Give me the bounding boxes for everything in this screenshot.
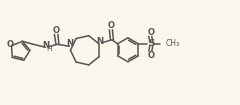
Text: O: O (147, 28, 154, 37)
Text: S: S (148, 39, 155, 48)
Text: N: N (42, 41, 49, 50)
Text: CH₃: CH₃ (165, 39, 180, 48)
Text: H: H (47, 46, 52, 52)
Text: N: N (96, 37, 103, 46)
Text: N: N (66, 39, 73, 48)
Text: O: O (108, 21, 114, 30)
Text: O: O (6, 40, 13, 49)
Text: O: O (147, 51, 154, 60)
Text: O: O (52, 26, 60, 35)
